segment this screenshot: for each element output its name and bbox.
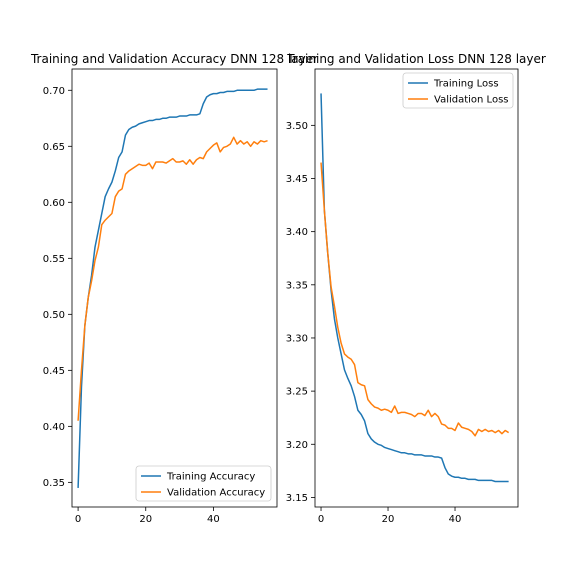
x-tick-label: 0 bbox=[318, 514, 324, 525]
y-tick-label: 0.60 bbox=[43, 198, 65, 209]
legend-box bbox=[135, 465, 272, 502]
x-tick-label: 40 bbox=[207, 514, 220, 525]
series-line-validation bbox=[320, 162, 510, 437]
y-tick-label: 0.55 bbox=[43, 254, 65, 265]
loss-chart: Training and Validation Loss DNN 128 lay… bbox=[286, 52, 546, 525]
legend-label: Validation Loss bbox=[434, 95, 509, 106]
axes-frame bbox=[71, 68, 278, 508]
chart-title: Training and Validation Accuracy DNN 128… bbox=[30, 52, 318, 66]
y-tick-label: 3.35 bbox=[286, 280, 308, 291]
x-tick-label: 20 bbox=[139, 514, 152, 525]
y-tick-label: 3.25 bbox=[286, 387, 308, 398]
y-tick-label: 0.70 bbox=[43, 86, 65, 97]
y-tick-label: 0.40 bbox=[43, 422, 65, 433]
series-line-validation bbox=[77, 136, 268, 421]
y-tick-label: 0.65 bbox=[43, 142, 65, 153]
y-tick-label: 3.40 bbox=[286, 227, 308, 238]
y-tick-label: 3.15 bbox=[286, 493, 308, 504]
x-tick-label: 20 bbox=[382, 514, 395, 525]
accuracy-chart: Training and Validation Accuracy DNN 128… bbox=[30, 52, 318, 525]
axes-frame bbox=[314, 68, 519, 508]
legend-label: Training Accuracy bbox=[166, 472, 255, 483]
chart-title: Training and Validation Loss DNN 128 lay… bbox=[286, 52, 546, 66]
series-line-training bbox=[77, 88, 268, 488]
x-tick-label: 40 bbox=[449, 514, 462, 525]
y-tick-label: 3.45 bbox=[286, 174, 308, 185]
legend-label: Training Loss bbox=[433, 79, 499, 90]
y-tick-label: 3.50 bbox=[286, 121, 308, 132]
y-tick-label: 0.45 bbox=[43, 366, 65, 377]
legend-label: Validation Accuracy bbox=[167, 488, 265, 499]
y-tick-label: 3.30 bbox=[286, 333, 308, 344]
series-line-training bbox=[320, 93, 509, 483]
y-tick-label: 0.35 bbox=[43, 478, 65, 489]
legend-box bbox=[402, 72, 514, 109]
y-tick-label: 0.50 bbox=[43, 310, 65, 321]
x-tick-label: 0 bbox=[75, 514, 81, 525]
y-tick-label: 3.20 bbox=[286, 440, 308, 451]
